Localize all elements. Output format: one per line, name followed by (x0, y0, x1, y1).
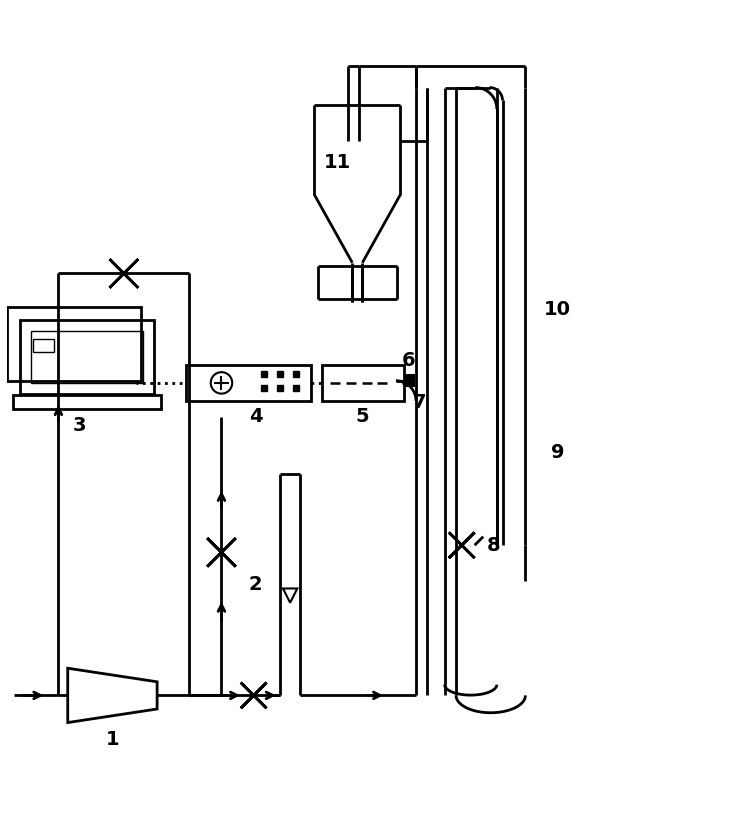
Text: 8: 8 (487, 536, 501, 555)
Polygon shape (449, 532, 475, 558)
Polygon shape (449, 532, 475, 558)
Text: 6: 6 (402, 352, 416, 370)
Polygon shape (109, 259, 139, 287)
Polygon shape (402, 374, 416, 387)
Bar (186, 365, 311, 401)
Polygon shape (68, 668, 157, 722)
Polygon shape (109, 259, 139, 287)
Text: 1: 1 (106, 731, 120, 749)
Bar (12, 395, 160, 409)
Text: 3: 3 (73, 416, 86, 436)
Text: 2: 2 (249, 575, 262, 594)
Polygon shape (241, 682, 267, 708)
Polygon shape (207, 538, 235, 566)
Bar (7, 307, 141, 381)
Bar (321, 365, 404, 401)
Text: 7: 7 (413, 392, 426, 412)
Bar (33, 339, 54, 352)
Text: 4: 4 (249, 407, 262, 426)
Polygon shape (241, 682, 267, 708)
Polygon shape (207, 538, 235, 566)
Text: 10: 10 (544, 300, 571, 319)
Polygon shape (283, 588, 297, 603)
Text: 11: 11 (324, 153, 351, 172)
Text: 9: 9 (551, 443, 564, 461)
Bar (20, 320, 154, 394)
Bar (31, 331, 143, 383)
Text: 5: 5 (356, 407, 370, 426)
